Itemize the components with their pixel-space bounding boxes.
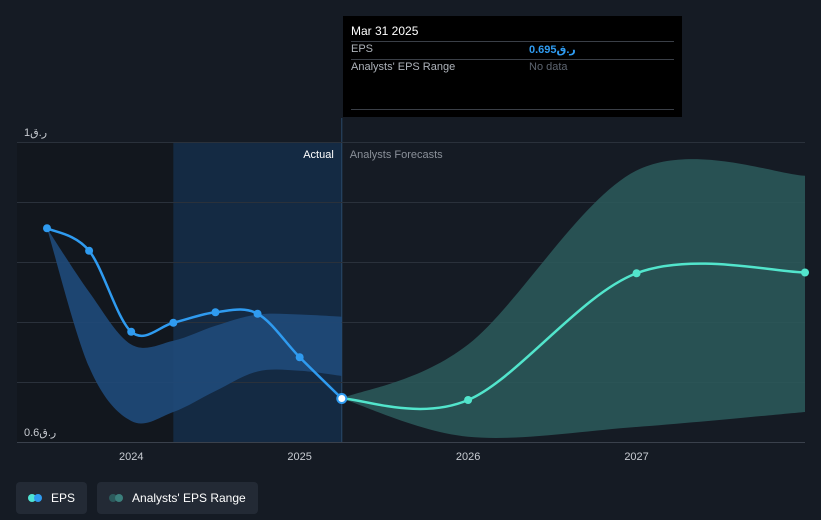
forecast-range-area: [341, 159, 805, 438]
y-tick-label: ر.ق1: [24, 127, 47, 139]
y-tick-label: ر.ق0.6: [24, 427, 56, 439]
eps-actual-point: [295, 353, 304, 362]
legend: EPS Analysts' EPS Range: [16, 482, 258, 514]
divider: [351, 59, 674, 60]
actual-range-area: [47, 228, 342, 424]
eps-actual-point: [85, 246, 94, 255]
eps-actual-point: [211, 308, 220, 317]
tooltip: Mar 31 2025 EPS ر.ق0.695 Analysts' EPS R…: [343, 16, 682, 117]
legend-range-icon: [109, 493, 125, 503]
legend-item-range[interactable]: Analysts' EPS Range: [97, 482, 258, 514]
eps-actual-point: [253, 309, 262, 318]
actual-label: Actual: [303, 149, 334, 161]
x-tick-label: 2026: [456, 451, 480, 463]
eps-latest-point: [336, 393, 348, 404]
legend-range-label: Analysts' EPS Range: [132, 491, 246, 505]
tooltip-range-label: Analysts' EPS Range: [351, 61, 456, 73]
legend-item-eps[interactable]: EPS: [16, 482, 88, 514]
eps-forecast-point: [464, 396, 473, 404]
x-tick-label: 2024: [119, 451, 143, 463]
divider: [351, 109, 674, 110]
tooltip-eps-label: EPS: [351, 43, 374, 55]
eps-actual-point: [169, 318, 178, 327]
eps-forecast-line: [341, 262, 806, 411]
eps-forecast-point: [632, 269, 641, 278]
legend-eps-icon: [28, 493, 44, 503]
x-tick-label: 2025: [287, 451, 311, 463]
tooltip-range-value: No data: [529, 61, 568, 73]
tooltip-date: Mar 31 2025: [351, 24, 419, 38]
forecast-label: Analysts Forecasts: [350, 149, 443, 161]
x-tick-label: 2027: [624, 451, 648, 463]
eps-actual-point: [127, 327, 136, 336]
tooltip-eps-value: ر.ق0.695: [529, 44, 576, 56]
divider: [351, 41, 674, 42]
legend-eps-label: EPS: [51, 491, 76, 505]
eps-forecast-point: [801, 268, 809, 277]
eps-actual-point: [43, 224, 51, 233]
eps-actual-line: [46, 227, 343, 400]
